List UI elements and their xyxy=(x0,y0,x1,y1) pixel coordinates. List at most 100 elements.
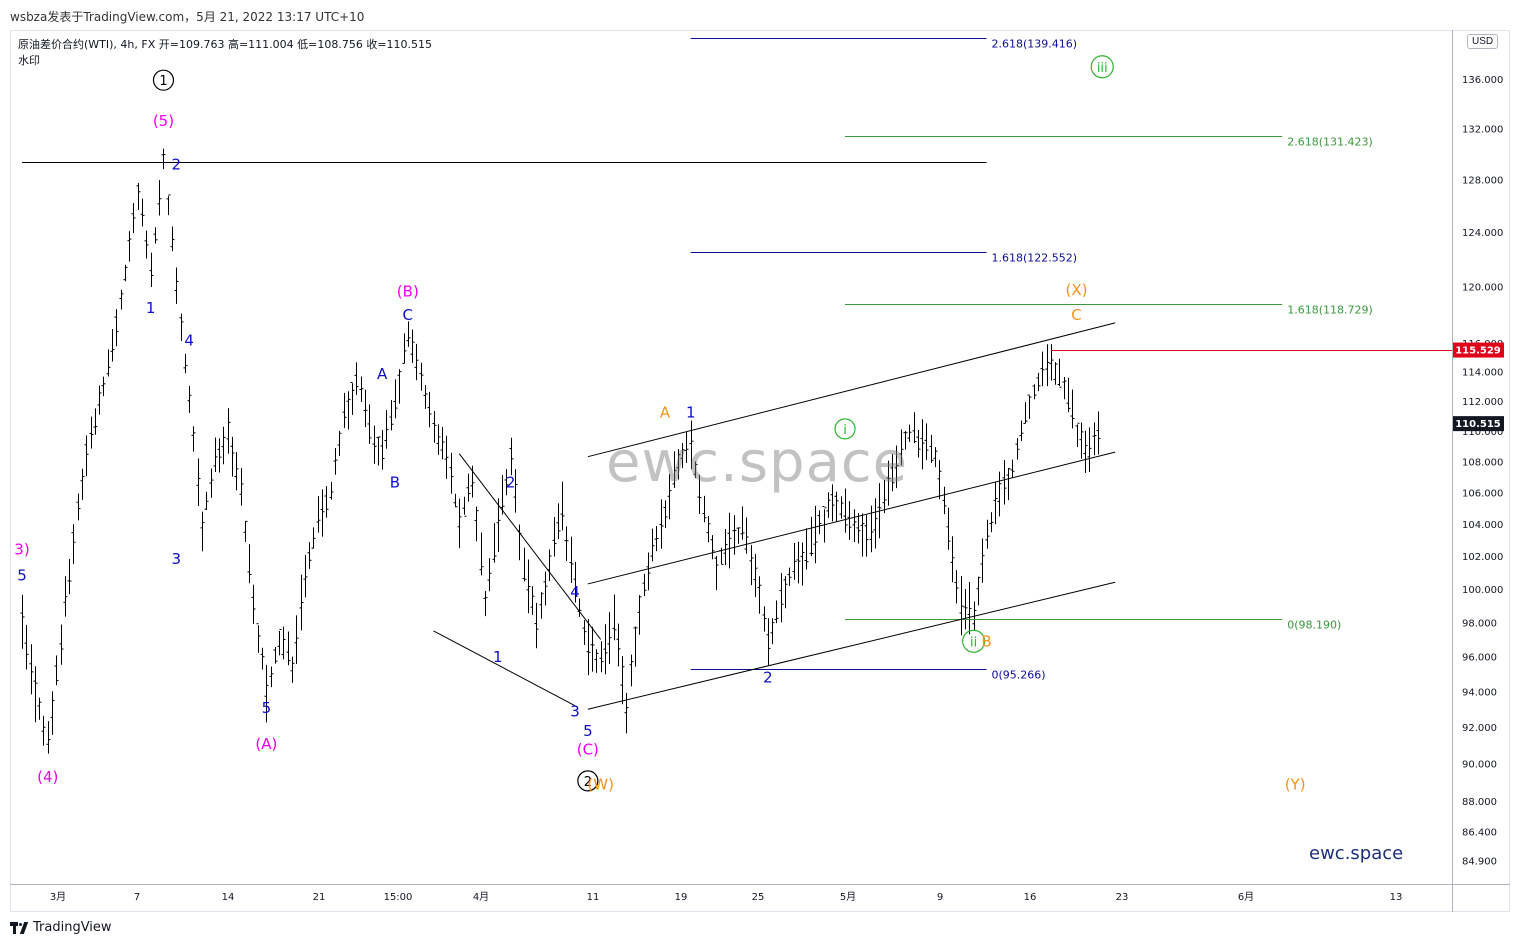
x-axis-tick-label: 25 xyxy=(752,892,765,903)
x-axis-tick-label: 7 xyxy=(134,892,140,903)
y-axis-tick-label: 88.000 xyxy=(1462,797,1497,808)
level-label: 2.618(131.423) xyxy=(1287,136,1373,149)
wave-circle xyxy=(577,770,599,792)
y-axis-tick-label: 94.000 xyxy=(1462,688,1497,699)
wave-label: i xyxy=(843,423,847,438)
level-label: 0(95.266) xyxy=(992,669,1046,682)
level-label: 1.618(118.729) xyxy=(1287,304,1373,317)
chart-frame[interactable] xyxy=(10,30,1510,912)
wave-label: 2 xyxy=(763,669,773,687)
wave-label: (B) xyxy=(397,282,419,300)
wave-label: 2 xyxy=(584,775,592,790)
y-axis-tick-label: 124.000 xyxy=(1462,228,1503,239)
wave-label: (5) xyxy=(153,112,174,130)
watermark-legend[interactable]: 水印 xyxy=(18,54,40,67)
y-axis-tick-label: 132.000 xyxy=(1462,125,1503,136)
level-label: 1.618(122.552) xyxy=(992,252,1078,265)
wave-label: 5 xyxy=(262,699,272,717)
wave-label: A xyxy=(660,403,671,421)
x-axis-tick-label: 19 xyxy=(675,892,688,903)
wave-label: C xyxy=(403,306,413,324)
wave-label: (A) xyxy=(255,735,277,753)
x-axis-tick-label: 11 xyxy=(587,892,600,903)
trend-line xyxy=(587,322,1116,458)
wave-label: ii xyxy=(970,635,977,650)
brand-watermark: ewc.space xyxy=(1309,843,1404,864)
level-label: 0(98.190) xyxy=(1287,619,1341,632)
wave-circle xyxy=(1090,55,1114,79)
wave-label: 4 xyxy=(570,583,580,601)
wave-label: 1 xyxy=(159,74,167,89)
trend-line xyxy=(433,630,576,707)
y-axis-tick-label: 86.400 xyxy=(1462,827,1497,838)
top-bar: wsbza发表于TradingView.com，5月 21, 2022 13:1… xyxy=(0,0,1520,30)
wave-circle xyxy=(962,629,986,653)
y-axis-tick-label: 112.000 xyxy=(1462,397,1503,408)
wave-label: C xyxy=(1071,306,1081,324)
trend-line xyxy=(587,581,1116,710)
price-tag-label: 115.529 xyxy=(1455,346,1501,357)
price-tag-box xyxy=(1452,416,1504,432)
x-axis-tick-label: 16 xyxy=(1024,892,1037,903)
x-axis-tick-label: 15:00 xyxy=(384,892,413,903)
trend-line xyxy=(587,451,1116,585)
y-axis-tick-label: 102.000 xyxy=(1462,552,1503,563)
tradingview-brand[interactable]: TradingView xyxy=(10,920,112,935)
wave-label: 2 xyxy=(172,155,182,173)
y-axis-tick-label: 98.000 xyxy=(1462,618,1497,629)
y-axis-tick-label: 84.900 xyxy=(1462,856,1497,867)
wave-label: 3 xyxy=(172,550,182,568)
y-axis-tick-label: 108.000 xyxy=(1462,457,1503,468)
wave-label: 5 xyxy=(583,722,593,740)
price-tag-label: 110.515 xyxy=(1455,419,1501,430)
price-tag-box xyxy=(1452,342,1504,358)
wave-label: 1 xyxy=(146,299,156,317)
y-axis-tick-label: 114.000 xyxy=(1462,368,1503,379)
y-axis-tick-label: 90.000 xyxy=(1462,760,1497,771)
y-axis-tick-label: 92.000 xyxy=(1462,723,1497,734)
y-axis-tick-label: 110.000 xyxy=(1462,427,1503,438)
wave-label: iii xyxy=(1097,61,1108,76)
x-axis-tick-label: 13 xyxy=(1390,892,1403,903)
wave-label: 1 xyxy=(493,648,503,666)
x-axis-tick-label: 6月 xyxy=(1238,891,1254,903)
wave-label: 1 xyxy=(686,403,696,421)
wave-label: (Y) xyxy=(1285,776,1306,794)
wave-label: (X) xyxy=(1066,281,1088,299)
wave-label: 3 xyxy=(570,702,580,720)
tradingview-brand-label: TradingView xyxy=(33,920,112,935)
wave-label: B xyxy=(981,632,991,650)
wave-label: A xyxy=(377,365,388,383)
x-axis-tick-label: 5月 xyxy=(840,891,856,903)
x-axis-tick-label: 23 xyxy=(1116,892,1129,903)
symbol-legend[interactable]: 原油差价合约(WTI), 4h, FX 开=109.763 高=111.004 … xyxy=(18,38,433,51)
trend-line xyxy=(458,453,602,640)
x-axis-tick-label: 4月 xyxy=(473,891,489,903)
x-axis-tick-label: 3月 xyxy=(50,891,66,903)
footer-bar xyxy=(0,912,1520,947)
wave-circle xyxy=(834,418,856,440)
wave-label: (C) xyxy=(577,740,599,758)
y-axis-tick-label: 106.000 xyxy=(1462,488,1503,499)
center-watermark: ewc.space xyxy=(606,430,909,495)
wave-label: 4 xyxy=(184,332,194,350)
wave-circle xyxy=(152,69,175,91)
wave-label: 3) xyxy=(14,540,29,558)
currency-button[interactable]: USD xyxy=(1467,34,1499,49)
y-axis-tick-label: 104.000 xyxy=(1462,520,1503,531)
wave-label: 2 xyxy=(506,474,516,492)
y-axis-tick-label: 136.000 xyxy=(1462,75,1503,86)
x-axis-tick-label: 9 xyxy=(937,892,943,903)
wave-label: 5 xyxy=(17,567,27,585)
wave-label: (W) xyxy=(587,776,614,794)
y-axis-tick-label: 120.000 xyxy=(1462,283,1503,294)
wave-label: (4) xyxy=(37,768,58,786)
y-axis-tick-label: 100.000 xyxy=(1462,585,1503,596)
x-axis-tick-label: 14 xyxy=(222,892,235,903)
y-axis-tick-label: 128.000 xyxy=(1462,176,1503,187)
tradingview-logo-icon xyxy=(10,921,29,934)
publish-info: wsbza发表于TradingView.com，5月 21, 2022 13:1… xyxy=(10,10,365,24)
y-axis-tick-label: 96.000 xyxy=(1462,653,1497,664)
wave-label: B xyxy=(390,474,400,492)
